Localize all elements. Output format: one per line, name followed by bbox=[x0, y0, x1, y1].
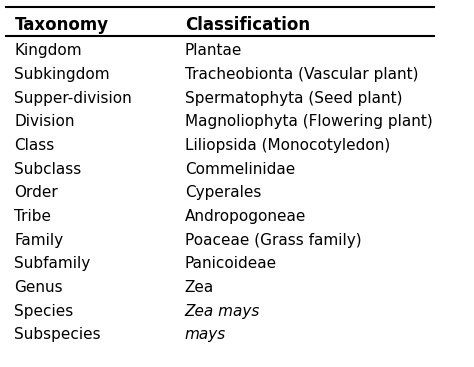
Text: Kingdom: Kingdom bbox=[15, 43, 82, 58]
Text: Plantae: Plantae bbox=[185, 43, 242, 58]
Text: Liliopsida (Monocotyledon): Liliopsida (Monocotyledon) bbox=[185, 138, 390, 153]
Text: Zea mays: Zea mays bbox=[185, 304, 260, 319]
Text: Spermatophyta (Seed plant): Spermatophyta (Seed plant) bbox=[185, 91, 402, 106]
Text: Magnoliophyta (Flowering plant): Magnoliophyta (Flowering plant) bbox=[185, 114, 432, 129]
Text: Classification: Classification bbox=[185, 16, 310, 34]
Text: Zea: Zea bbox=[185, 280, 214, 295]
Text: Supper-division: Supper-division bbox=[15, 91, 132, 106]
Text: Subfamily: Subfamily bbox=[15, 256, 91, 271]
Text: Tracheobionta (Vascular plant): Tracheobionta (Vascular plant) bbox=[185, 67, 418, 82]
Text: Andropogoneae: Andropogoneae bbox=[185, 209, 306, 224]
Text: Tribe: Tribe bbox=[15, 209, 52, 224]
Text: Poaceae (Grass family): Poaceae (Grass family) bbox=[185, 233, 361, 248]
Text: Class: Class bbox=[15, 138, 55, 153]
Text: Taxonomy: Taxonomy bbox=[15, 16, 109, 34]
Text: Genus: Genus bbox=[15, 280, 63, 295]
Text: Commelinidae: Commelinidae bbox=[185, 161, 295, 177]
Text: Subkingdom: Subkingdom bbox=[15, 67, 110, 82]
Text: mays: mays bbox=[185, 327, 226, 342]
Text: Family: Family bbox=[15, 233, 64, 248]
Text: Division: Division bbox=[15, 114, 75, 129]
Text: Subspecies: Subspecies bbox=[15, 327, 101, 342]
Text: Species: Species bbox=[15, 304, 74, 319]
Text: Panicoideae: Panicoideae bbox=[185, 256, 277, 271]
Text: Order: Order bbox=[15, 185, 58, 200]
Text: Cyperales: Cyperales bbox=[185, 185, 261, 200]
Text: Subclass: Subclass bbox=[15, 161, 82, 177]
